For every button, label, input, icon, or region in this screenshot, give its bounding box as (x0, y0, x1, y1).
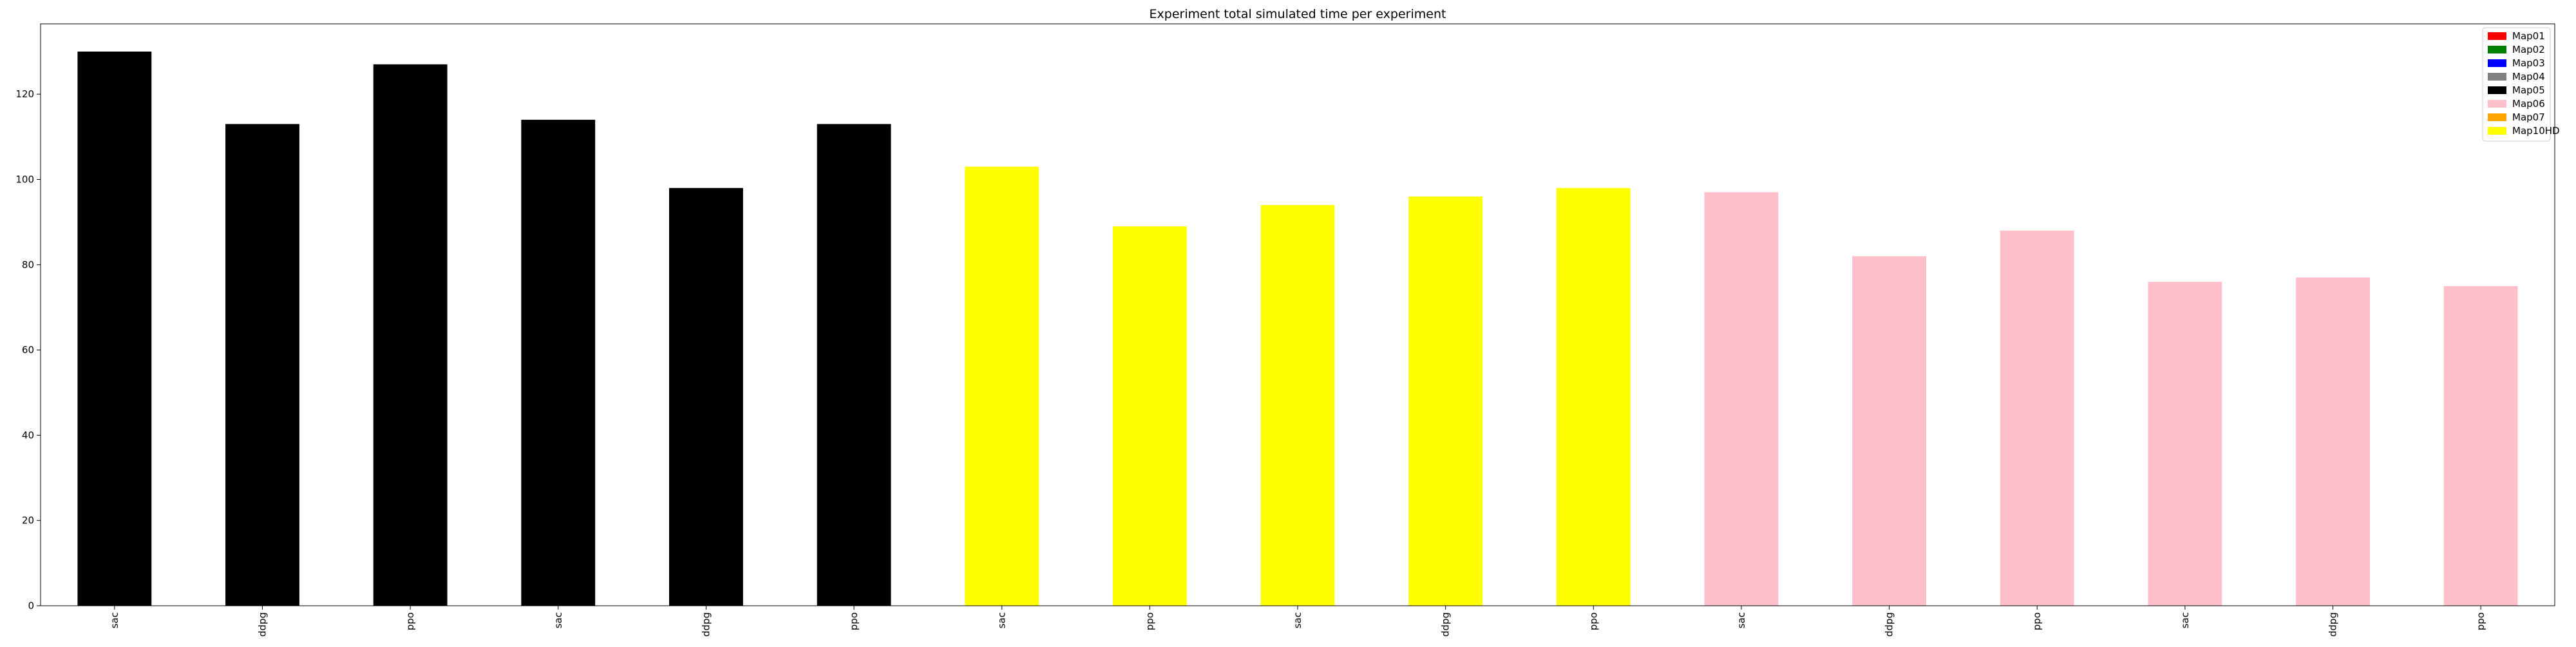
legend-label: Map01 (2512, 30, 2545, 42)
y-tick-label: 100 (15, 173, 34, 185)
x-tick-label: ppo (1587, 612, 1599, 630)
bar (817, 124, 891, 606)
legend-label: Map03 (2512, 57, 2545, 69)
legend-label: Map07 (2512, 111, 2545, 123)
bar (2443, 285, 2518, 606)
bar (2148, 282, 2222, 606)
x-tick-label: sac (109, 612, 120, 628)
bar (225, 124, 299, 606)
legend-frame (2482, 27, 2551, 142)
legend-swatch (2488, 127, 2506, 135)
bar (2000, 230, 2074, 606)
x-tick-label: sac (2179, 612, 2191, 628)
bar (669, 188, 743, 606)
x-tick-label: ppo (404, 612, 416, 630)
x-tick-label: ddpg (1884, 612, 1895, 637)
x-tick-label: ddpg (2327, 612, 2339, 637)
bar (1704, 192, 1779, 606)
x-tick-label: ppo (2031, 612, 2043, 630)
chart-title: Experiment total simulated time per expe… (1150, 7, 1446, 21)
x-tick-label: sac (1292, 612, 1303, 628)
axis-layer: 0 20 40 60 80 100 120 sac ddpg ppo sac ddpg ppo sac pp… (15, 23, 2555, 637)
bar (77, 52, 152, 606)
bar (1408, 196, 1483, 606)
y-tick-label: 20 (22, 515, 34, 526)
legend-label: Map04 (2512, 71, 2545, 82)
y-tick-label: 60 (22, 344, 34, 356)
bar (1112, 226, 1187, 606)
x-tick-label: ppo (1144, 612, 1155, 630)
y-tick-label: 40 (22, 429, 34, 441)
bar (1852, 256, 1926, 606)
legend-swatch (2488, 86, 2506, 94)
legend-label: Map10HD (2512, 125, 2560, 137)
x-tick-label: sac (553, 612, 564, 628)
legend-label: Map06 (2512, 98, 2545, 110)
y-tick-label: 80 (22, 259, 34, 271)
bar (2296, 277, 2370, 606)
y-tick-label: 120 (15, 88, 34, 100)
x-tick-label: ppo (848, 612, 860, 630)
legend-swatch (2488, 59, 2506, 67)
bar (1556, 188, 1631, 606)
bar (521, 119, 596, 606)
x-tick-label: ddpg (1440, 612, 1452, 637)
bar (373, 64, 448, 606)
legend-swatch (2488, 73, 2506, 81)
legend-swatch (2488, 100, 2506, 108)
legend-label: Map05 (2512, 84, 2545, 96)
legend-swatch (2488, 113, 2506, 121)
bars-layer (77, 52, 2518, 606)
legend-swatch (2488, 32, 2506, 40)
y-tick-label: 0 (28, 600, 34, 612)
x-tick-label: sac (1736, 612, 1747, 628)
x-tick-label: sac (996, 612, 1008, 628)
legend-swatch (2488, 46, 2506, 53)
bar (965, 166, 1039, 606)
x-tick-label: ddpg (256, 612, 268, 637)
bar (1260, 205, 1335, 606)
legend-label: Map02 (2512, 44, 2545, 55)
x-tick-label: ppo (2475, 612, 2486, 630)
x-tick-label: ddpg (700, 612, 712, 637)
